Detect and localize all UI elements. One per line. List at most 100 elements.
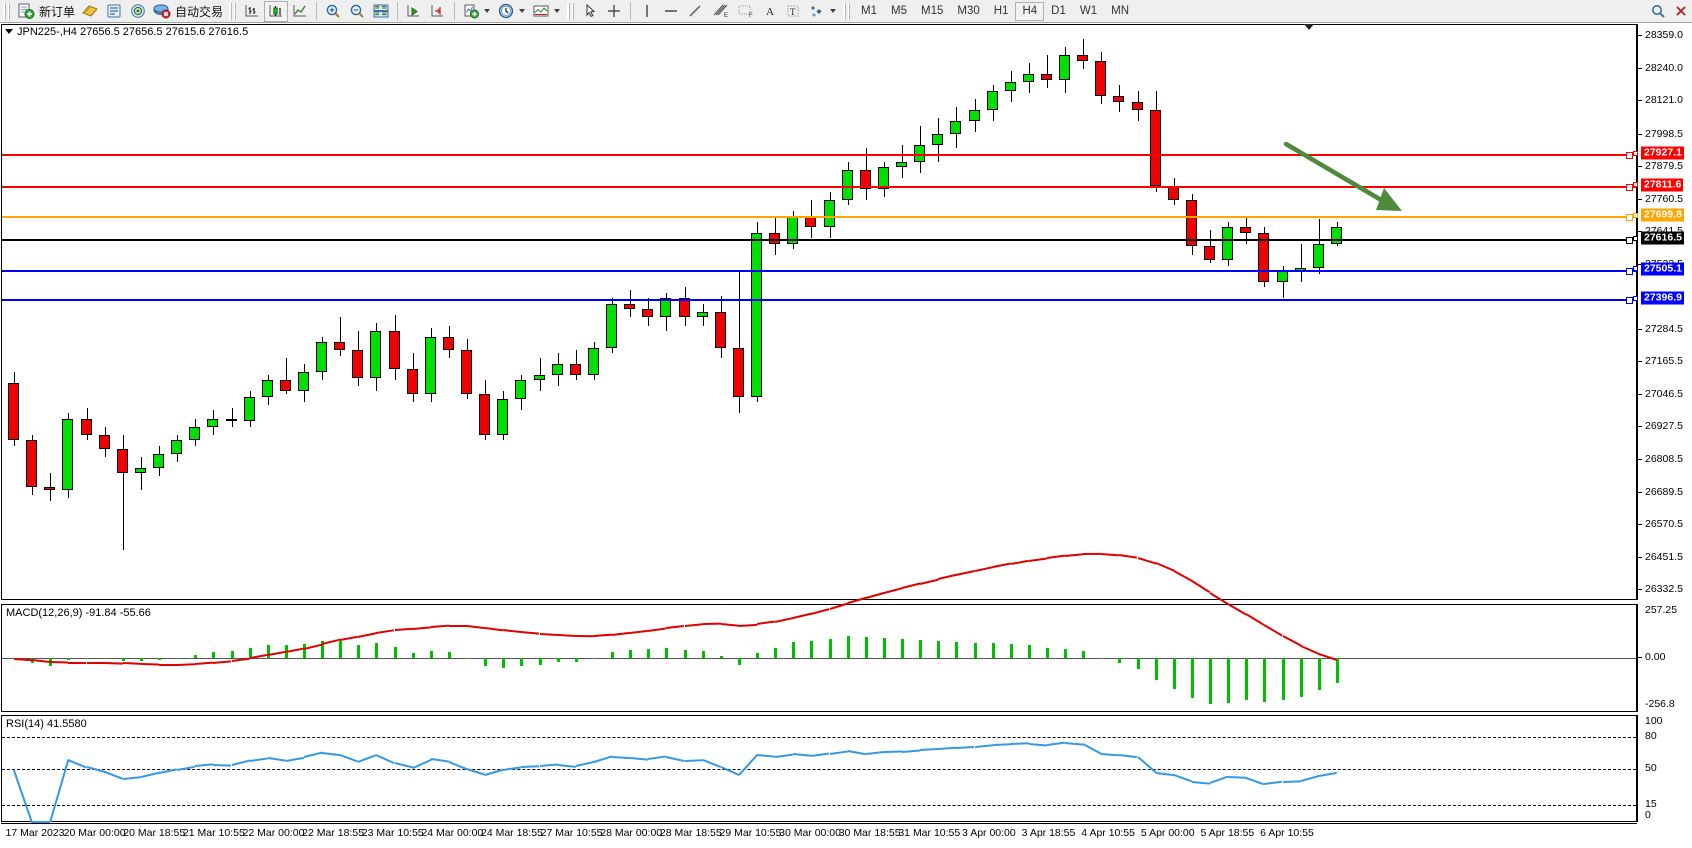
crosshair-icon[interactable] [602, 1, 626, 22]
level-line-1[interactable] [2, 185, 1636, 188]
text-label-icon[interactable]: T [781, 1, 805, 22]
objects-icon[interactable] [805, 1, 829, 22]
rsi-pane[interactable] [1, 715, 1637, 823]
level-handle-1[interactable] [1626, 183, 1633, 191]
timeframe-m5[interactable]: M5 [891, 4, 907, 17]
horizontal-line-icon[interactable] [659, 1, 683, 22]
macd-histogram-bar [684, 649, 687, 659]
timeframe-m1[interactable]: M1 [861, 4, 878, 17]
channel-icon[interactable]: F [733, 1, 759, 22]
candle-body [99, 435, 110, 449]
candle-body [950, 120, 961, 135]
new-order-icon[interactable] [14, 1, 38, 22]
toolbar-grip[interactable] [3, 2, 11, 20]
auto-scroll-icon[interactable] [402, 1, 426, 22]
candle-body [316, 342, 327, 373]
macd-signal-line-segment [412, 626, 431, 630]
zoom-out-icon[interactable] [345, 1, 369, 22]
macd-histogram-bar [865, 637, 868, 659]
level-handle-5[interactable] [1626, 297, 1633, 305]
expert-advisors-icon[interactable] [78, 1, 102, 22]
macd-histogram-bar [412, 653, 415, 659]
templates-dropdown-caret[interactable] [554, 9, 561, 13]
candle-body [1186, 199, 1197, 247]
level-line-2[interactable] [2, 216, 1636, 219]
symbol-ohlc-label: JPN225-,H4 27656.5 27656.5 27615.6 27616… [16, 26, 250, 38]
price-tag-handle[interactable] [1633, 212, 1638, 218]
periods-dropdown-caret[interactable] [519, 9, 526, 13]
timeframe-h1[interactable]: H1 [993, 4, 1009, 17]
rsi-line-segment [249, 756, 268, 762]
search-icon[interactable] [1646, 1, 1670, 22]
zoom-in-icon[interactable] [321, 1, 345, 22]
macd-signal-line-segment [557, 634, 576, 638]
candle-wick [141, 456, 142, 490]
trendline-icon[interactable] [683, 1, 707, 22]
navigator-icon[interactable] [126, 1, 150, 22]
price-tag-resistance-2[interactable]: 27811.6 [1633, 178, 1684, 192]
macd-pane[interactable] [1, 552, 1637, 712]
periods-icon[interactable] [494, 1, 518, 22]
price-tag-handle[interactable] [1633, 235, 1638, 241]
rsi-line-segment [140, 772, 160, 779]
new-order-label[interactable]: 新订单 [39, 4, 76, 19]
fibonacci-icon[interactable]: E [707, 1, 733, 22]
candle-body [896, 161, 907, 168]
level-line-4[interactable] [2, 269, 1636, 272]
price-tag-handle[interactable] [1633, 150, 1638, 156]
level-line-5[interactable] [2, 299, 1636, 302]
level-handle-4[interactable] [1626, 267, 1633, 275]
timeframe-m15[interactable]: M15 [921, 4, 944, 17]
price-tag-handle[interactable] [1633, 182, 1638, 188]
level-handle-0[interactable] [1626, 152, 1633, 160]
price-tag-pivot-level[interactable]: 27699.8 [1633, 208, 1684, 222]
toolbar-grip-2[interactable] [229, 2, 238, 20]
price-tag-resistance-1[interactable]: 27927.1 [1633, 146, 1684, 160]
chart-collapse-caret[interactable] [1304, 24, 1314, 30]
candle-body [588, 347, 599, 375]
level-handle-3[interactable] [1626, 237, 1633, 245]
candle-body [443, 336, 454, 351]
level-line-0[interactable] [2, 154, 1636, 157]
timeframe-d1[interactable]: D1 [1051, 4, 1066, 17]
timeframe-mn[interactable]: MN [1111, 4, 1129, 17]
macd-histogram-bar [974, 642, 977, 659]
autotrading-label[interactable]: 自动交易 [175, 4, 224, 19]
objects-dropdown-caret[interactable] [830, 9, 837, 13]
autotrading-icon[interactable] [150, 1, 174, 22]
level-handle-2[interactable] [1626, 214, 1633, 222]
macd-signal-line-segment [774, 616, 794, 623]
chart-shift-icon[interactable] [426, 1, 450, 22]
rsi-line-segment [430, 758, 450, 763]
price-tag-last-price[interactable]: 27616.5 [1633, 231, 1684, 245]
cursor-icon[interactable] [578, 1, 602, 22]
timeframe-m30[interactable]: M30 [957, 4, 980, 17]
price-tag-support-2[interactable]: 27396.9 [1633, 291, 1684, 305]
price-tag-handle[interactable] [1633, 295, 1638, 301]
templates-icon[interactable] [529, 1, 553, 22]
toolbar-grip-4[interactable] [843, 2, 852, 20]
bar-chart-icon[interactable] [240, 1, 264, 22]
market-watch-icon[interactable] [369, 1, 393, 22]
candlestick-chart-icon[interactable] [264, 0, 289, 22]
macd-signal-line-segment [503, 629, 522, 634]
level-line-3[interactable] [2, 239, 1636, 242]
timeframe-w1[interactable]: W1 [1079, 4, 1098, 17]
price-tag-support-1[interactable]: 27505.1 [1633, 262, 1684, 276]
timeframe-h4[interactable]: H4 [1015, 1, 1045, 21]
chart-menu-caret[interactable] [5, 29, 13, 34]
macd-histogram-bar [847, 635, 850, 659]
line-chart-icon[interactable] [288, 1, 312, 22]
chart-area[interactable]: JPN225-,H4 27656.5 27656.5 27615.6 27616… [0, 23, 1692, 848]
data-window-icon[interactable] [102, 1, 126, 22]
indicators-dropdown-caret[interactable] [484, 9, 491, 13]
candle-body [1150, 109, 1161, 187]
price-pane[interactable] [1, 24, 1637, 600]
close-icon[interactable] [1670, 1, 1692, 22]
macd-histogram-bar [267, 645, 270, 659]
toolbar-grip-3[interactable] [567, 2, 576, 20]
text-icon[interactable]: A [759, 1, 781, 22]
vertical-line-icon[interactable] [635, 1, 659, 22]
indicators-icon[interactable] [459, 1, 483, 22]
price-tag-handle[interactable] [1633, 266, 1638, 272]
